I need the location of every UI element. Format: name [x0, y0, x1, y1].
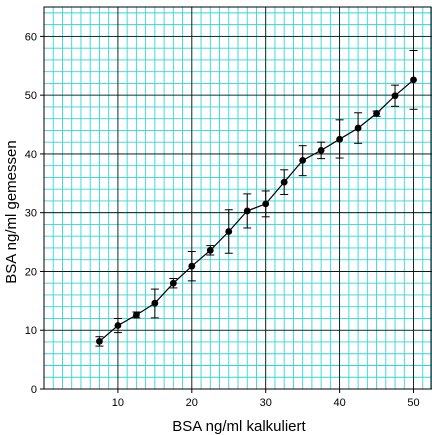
y-tick-label: 50 — [25, 90, 37, 102]
data-point — [280, 178, 288, 186]
x-tick-label: 40 — [333, 397, 345, 409]
data-points — [96, 76, 417, 345]
y-axis: 0 10 20 30 40 50 60 — [25, 31, 44, 396]
data-point — [410, 76, 417, 84]
data-point — [151, 299, 159, 307]
data-point — [373, 109, 380, 117]
x-axis-label: BSA ng/ml kalkuliert — [172, 418, 306, 435]
x-axis: 10 20 30 40 50 — [112, 389, 420, 409]
x-tick-label: 20 — [186, 397, 198, 409]
data-point — [188, 262, 196, 270]
data-point — [114, 322, 122, 329]
data-point — [169, 279, 177, 287]
y-tick-label: 60 — [25, 31, 37, 43]
data-point — [96, 337, 103, 345]
x-tick-label: 10 — [112, 397, 124, 409]
data-point — [391, 92, 399, 100]
y-axis-label: BSA ng/ml gemessen — [3, 140, 20, 283]
x-tick-label: 50 — [407, 397, 419, 409]
data-point — [354, 124, 362, 132]
x-tick-label: 30 — [260, 397, 272, 409]
data-point — [336, 135, 344, 143]
y-tick-label: 20 — [25, 266, 37, 278]
data-point — [206, 246, 214, 254]
data-point — [317, 146, 325, 154]
data-point — [132, 311, 140, 319]
plot-frame — [43, 6, 432, 390]
y-tick-label: 40 — [25, 149, 37, 161]
y-tick-label: 30 — [25, 208, 37, 220]
data-point — [225, 228, 233, 235]
y-tick-label: 0 — [31, 384, 37, 396]
y-tick-label: 10 — [25, 325, 37, 337]
data-point — [299, 156, 307, 164]
data-point — [243, 207, 251, 215]
series-line — [99, 79, 414, 342]
data-point — [262, 200, 270, 208]
minor-grid — [43, 7, 432, 390]
